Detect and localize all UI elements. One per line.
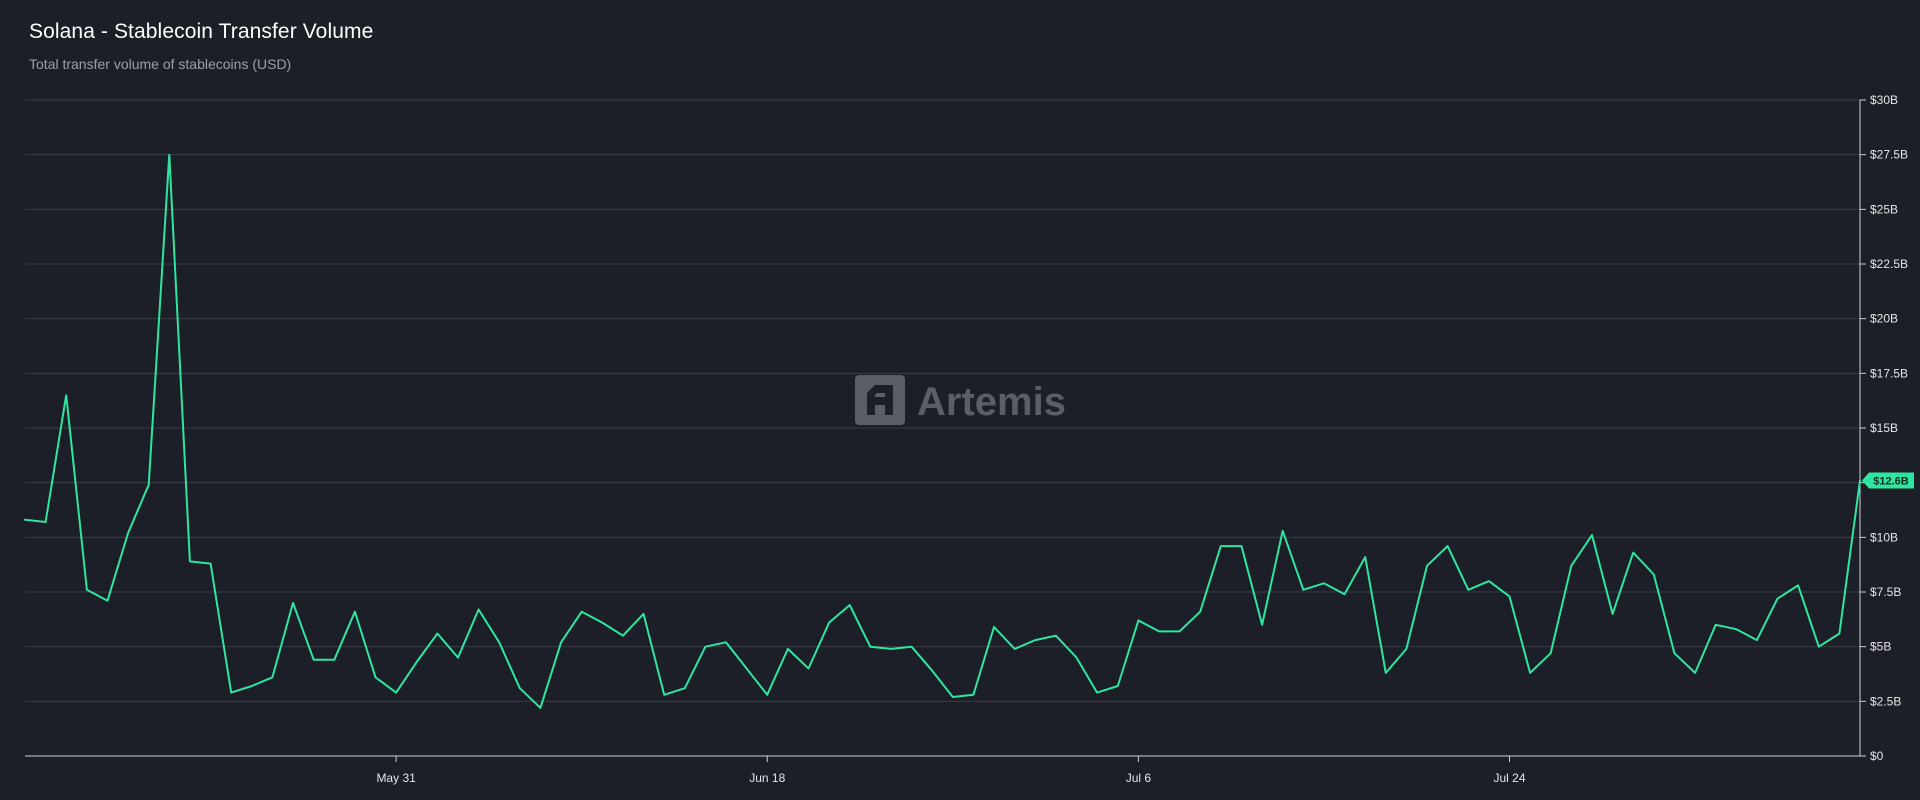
x-tick-label: Jun 18 [749,771,785,785]
axes: $0 $2.5B $5B $7.5B $10B $15B $17.5B $20B $22.5B $… [25,93,1908,785]
last-value-badge-shape [1862,472,1914,489]
series-line [24,153,1861,709]
y-tick-label: $22.5B [1870,257,1908,271]
y-tick-label: $20B [1870,312,1898,326]
watermark: Artemis [855,375,1066,425]
last-value-badge: $12.6B [1862,472,1914,489]
watermark-text: Artemis [917,380,1066,424]
y-tick-label: $5B [1870,640,1891,654]
y-tick-label: $15B [1870,421,1898,435]
series [24,153,1861,709]
y-tick-label: $30B [1870,93,1898,107]
x-tick-label: May 31 [376,771,416,785]
y-tick-label: $17.5B [1870,366,1908,380]
last-value-label: $12.6B [1873,475,1909,487]
y-tick-label: $0 [1870,749,1884,763]
x-tick-label: Jul 6 [1126,771,1152,785]
y-tick-label: $10B [1870,530,1898,544]
chart-subtitle: Total transfer volume of stablecoins (US… [29,56,292,72]
y-tick-label: $7.5B [1870,585,1901,599]
y-tick-label: $27.5B [1870,148,1908,162]
artemis-logo-icon [855,375,905,425]
y-tick-label: $2.5B [1870,694,1901,708]
chart-title: Solana - Stablecoin Transfer Volume [29,20,374,43]
grid-lines [25,99,1860,757]
y-tick-label: $25B [1870,202,1898,216]
x-tick-label: Jul 24 [1493,771,1525,785]
